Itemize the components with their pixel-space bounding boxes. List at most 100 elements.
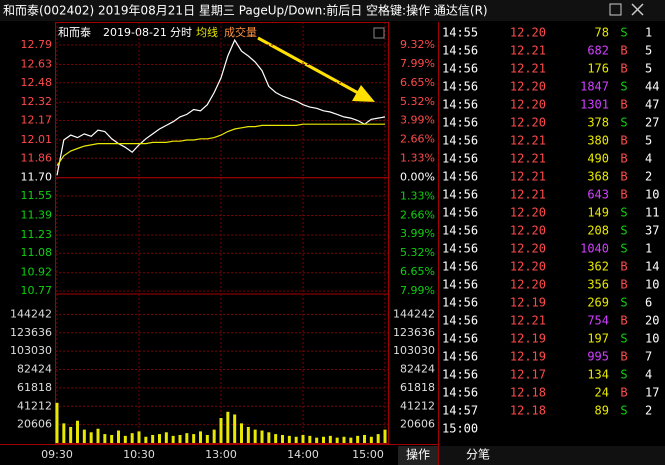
tick-time: 14:56: [442, 98, 478, 112]
tick-side: S: [620, 296, 627, 310]
volume-bar: [219, 418, 223, 443]
volume-bar: [192, 434, 196, 443]
volume-bar: [260, 430, 264, 443]
tick-side: S: [620, 224, 627, 238]
tick-price: 12.21: [510, 170, 546, 184]
tick-volume: 78: [595, 26, 609, 40]
tick-count: 4: [645, 152, 652, 166]
tick-volume: 682: [587, 44, 609, 58]
chart-frame: [55, 22, 389, 444]
tick-count: 2: [645, 404, 652, 418]
tick-price: 12.20: [510, 242, 546, 256]
tick-side: B: [620, 278, 627, 292]
volume-tick-label: 61818: [17, 381, 52, 394]
tick-count: 11: [645, 206, 659, 220]
price-line: [56, 123, 385, 166]
volume-bar: [62, 423, 66, 443]
volume-bar: [110, 434, 114, 443]
tab-label[interactable]: 操作: [406, 447, 430, 462]
tick-volume: 197: [587, 332, 609, 346]
tick-volume: 269: [587, 296, 609, 310]
volume-bar: [205, 434, 209, 443]
tick-price: 12.20: [510, 116, 546, 130]
volume-bar: [376, 434, 380, 443]
volume-bar: [76, 420, 79, 443]
volume-tick-label: 20606: [17, 418, 52, 431]
tick-side: B: [620, 386, 627, 400]
volume-bar: [287, 435, 291, 443]
restore-button[interactable]: [609, 3, 622, 16]
volume-bar: [185, 433, 189, 443]
tick-count: 10: [645, 332, 659, 346]
close-button[interactable]: [631, 3, 644, 16]
tick-count: 1: [645, 242, 652, 256]
tick-volume: 378: [587, 116, 609, 130]
x-tick-label: 09:30: [41, 448, 73, 461]
y2-tick-label: 3.99%: [400, 227, 435, 240]
tick-side: B: [620, 188, 627, 202]
tick-price: 12.20: [510, 260, 546, 274]
volume-tick-label: 123636: [10, 326, 52, 339]
y-tick-label: 12.63: [21, 57, 53, 70]
price-line: [56, 38, 386, 176]
tick-time: 14:56: [442, 188, 478, 202]
tick-time: 14:56: [442, 224, 478, 238]
volume-bar: [267, 432, 271, 443]
tick-price: 12.21: [510, 134, 546, 148]
tick-price: 12.21: [510, 314, 546, 328]
tick-volume: 380: [587, 134, 609, 148]
volume-bar: [89, 432, 93, 443]
x-tick-label: 10:30: [123, 448, 155, 461]
tick-volume: 1040: [580, 242, 609, 256]
volume-bar: [199, 431, 202, 443]
volume-bar: [369, 436, 373, 443]
volume-tick-label: 103030: [10, 344, 52, 357]
chart-menu-icon[interactable]: [373, 27, 385, 39]
tick-count: 6: [645, 296, 652, 310]
volume-bar: [322, 436, 325, 443]
y2-tick-label: 5.32%: [400, 246, 435, 259]
tick-time: 14:56: [442, 62, 478, 76]
volume-tick-label: 82424: [400, 363, 435, 376]
tick-time: 14:56: [442, 116, 478, 130]
volume-bar: [103, 434, 107, 443]
tick-time: 14:57: [442, 404, 478, 418]
tick-price: 12.20: [510, 206, 546, 220]
y-tick-label: 10.92: [21, 266, 53, 279]
tick-side: S: [620, 116, 627, 130]
ticks-table: 14:55 12.20 78 S 1 14:56 12.21 682 B 5 14:56 12.21 1…: [442, 26, 659, 436]
y-tick-label: 12.17: [21, 114, 53, 127]
tick-side: B: [620, 260, 627, 274]
tick-time: 14:56: [442, 278, 478, 292]
volume-bar: [178, 434, 182, 443]
tick-time: 14:56: [442, 170, 478, 184]
volume-tick-label: 123636: [393, 326, 435, 339]
volume-bar: [212, 429, 216, 443]
tick-side: B: [620, 170, 627, 184]
tick-price: 12.20: [510, 224, 546, 238]
volume-bar: [69, 426, 73, 443]
y-tick-label: 12.01: [21, 133, 53, 146]
tick-count: 7: [645, 350, 652, 364]
tick-side: S: [620, 332, 627, 346]
tick-time: 14:56: [442, 368, 478, 382]
y2-tick-label: 3.99%: [400, 114, 435, 127]
window-title: 和而泰(002402) 2019年08月21日 星期三 PageUp/Down:…: [3, 3, 488, 18]
tick-count: 10: [645, 188, 659, 202]
stock-name: 和而泰: [58, 25, 91, 39]
tick-price: 12.21: [510, 152, 546, 166]
tick-side: B: [620, 62, 627, 76]
volume-bar: [342, 436, 346, 443]
tick-time: 14:56: [442, 152, 478, 166]
tick-time: 14:55: [442, 26, 478, 40]
y2-tick-label: 6.65%: [400, 76, 435, 89]
volume-tick-label: 41212: [400, 399, 435, 412]
y2-tick-label: 1.33%: [400, 152, 435, 165]
y2-tick-label: 2.66%: [400, 133, 435, 146]
tick-count: 27: [645, 116, 659, 130]
chart-mode: 分时: [170, 26, 192, 39]
tab[interactable]: [398, 446, 438, 465]
tab-label[interactable]: 分笔: [466, 447, 490, 462]
volume-bar: [383, 429, 387, 443]
